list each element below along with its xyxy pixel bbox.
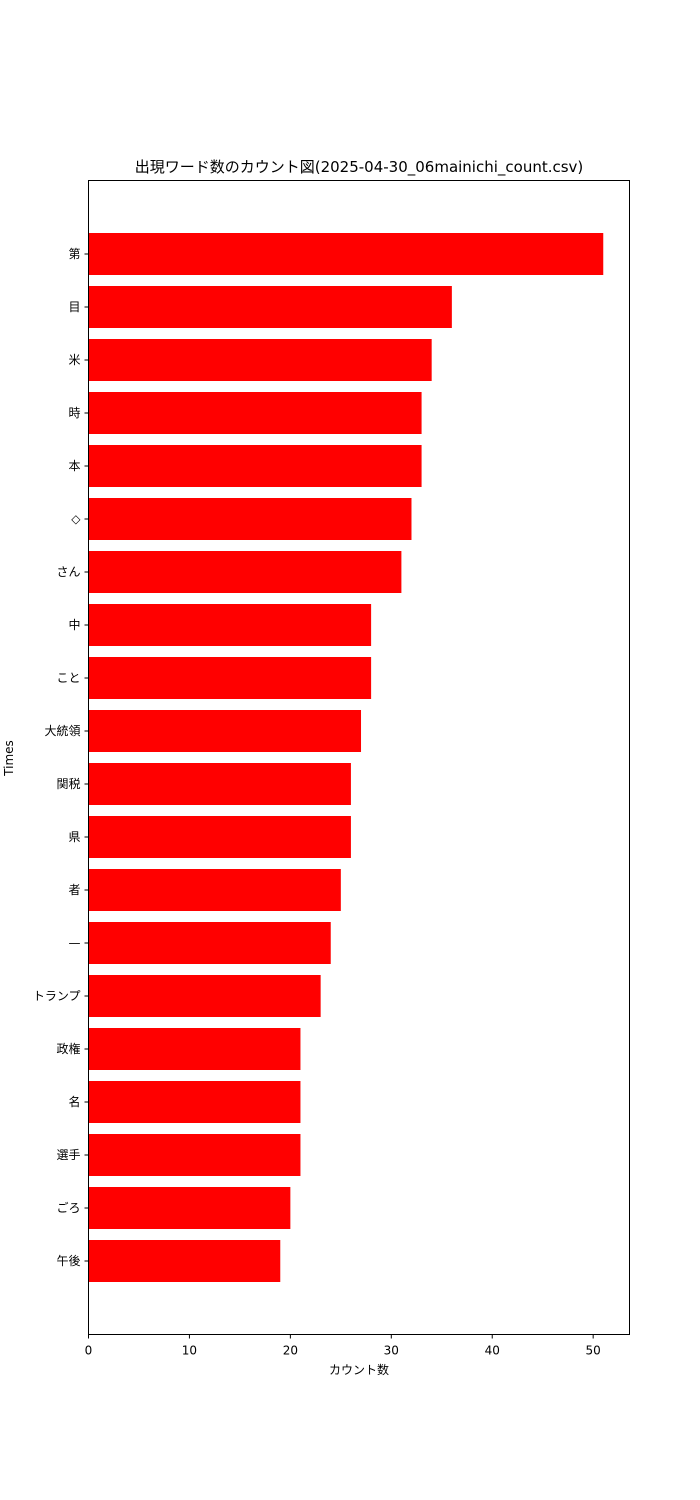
y-axis-label: Times [2,740,16,777]
x-tick-label: 30 [384,1344,399,1358]
bar [88,1240,281,1282]
bar [88,445,422,487]
x-tick-label: 50 [586,1344,601,1358]
bar [88,710,362,752]
bar [88,975,321,1017]
y-tick-label: 名 [68,1094,80,1109]
bar [88,763,351,805]
y-tick-label: さん [56,565,80,579]
y-tick-label: 選手 [56,1148,80,1162]
bar [88,551,402,593]
bar [88,233,604,275]
chart-title: 出現ワード数のカウント図(2025-04-30_06mainichi_count… [135,158,584,177]
y-tick-label: 米 [68,353,80,367]
bar [88,922,331,964]
y-tick-label: ごろ [56,1200,80,1215]
bar [88,1134,301,1176]
bar [88,498,412,540]
y-tick-label: 午後 [56,1254,80,1268]
y-tick-label: 政権 [56,1041,80,1056]
y-tick-label: こと [56,671,80,685]
x-tick-label: 40 [485,1344,500,1358]
bar [88,1028,301,1070]
bar [88,339,432,381]
bar [88,286,452,328]
x-tick-label: 10 [182,1344,197,1358]
bar [88,1187,291,1229]
bar [88,869,341,911]
bar [88,604,372,646]
y-tick-label: ◇ [71,512,81,526]
y-tick-label: 本 [68,459,80,473]
y-tick-label: 県 [68,830,80,844]
y-tick-label: 者 [68,883,80,897]
y-tick-label: 中 [68,617,80,632]
y-tick-label: トランプ [33,989,81,1003]
x-tick-label: 20 [283,1344,298,1358]
bar [88,816,351,858]
x-axis-label: カウント数 [329,1362,389,1377]
bar [88,392,422,434]
y-tick-label: — [69,936,81,950]
plot-frame [88,180,630,1335]
bar [88,657,372,699]
y-tick-label: 時 [68,406,80,420]
y-tick-label: 大統領 [44,723,80,738]
y-tick-label: 関税 [56,777,80,791]
y-tick-label: 目 [68,300,80,314]
bar [88,1081,301,1123]
x-tick-label: 0 [85,1344,93,1358]
y-tick-label: 第 [68,247,80,261]
